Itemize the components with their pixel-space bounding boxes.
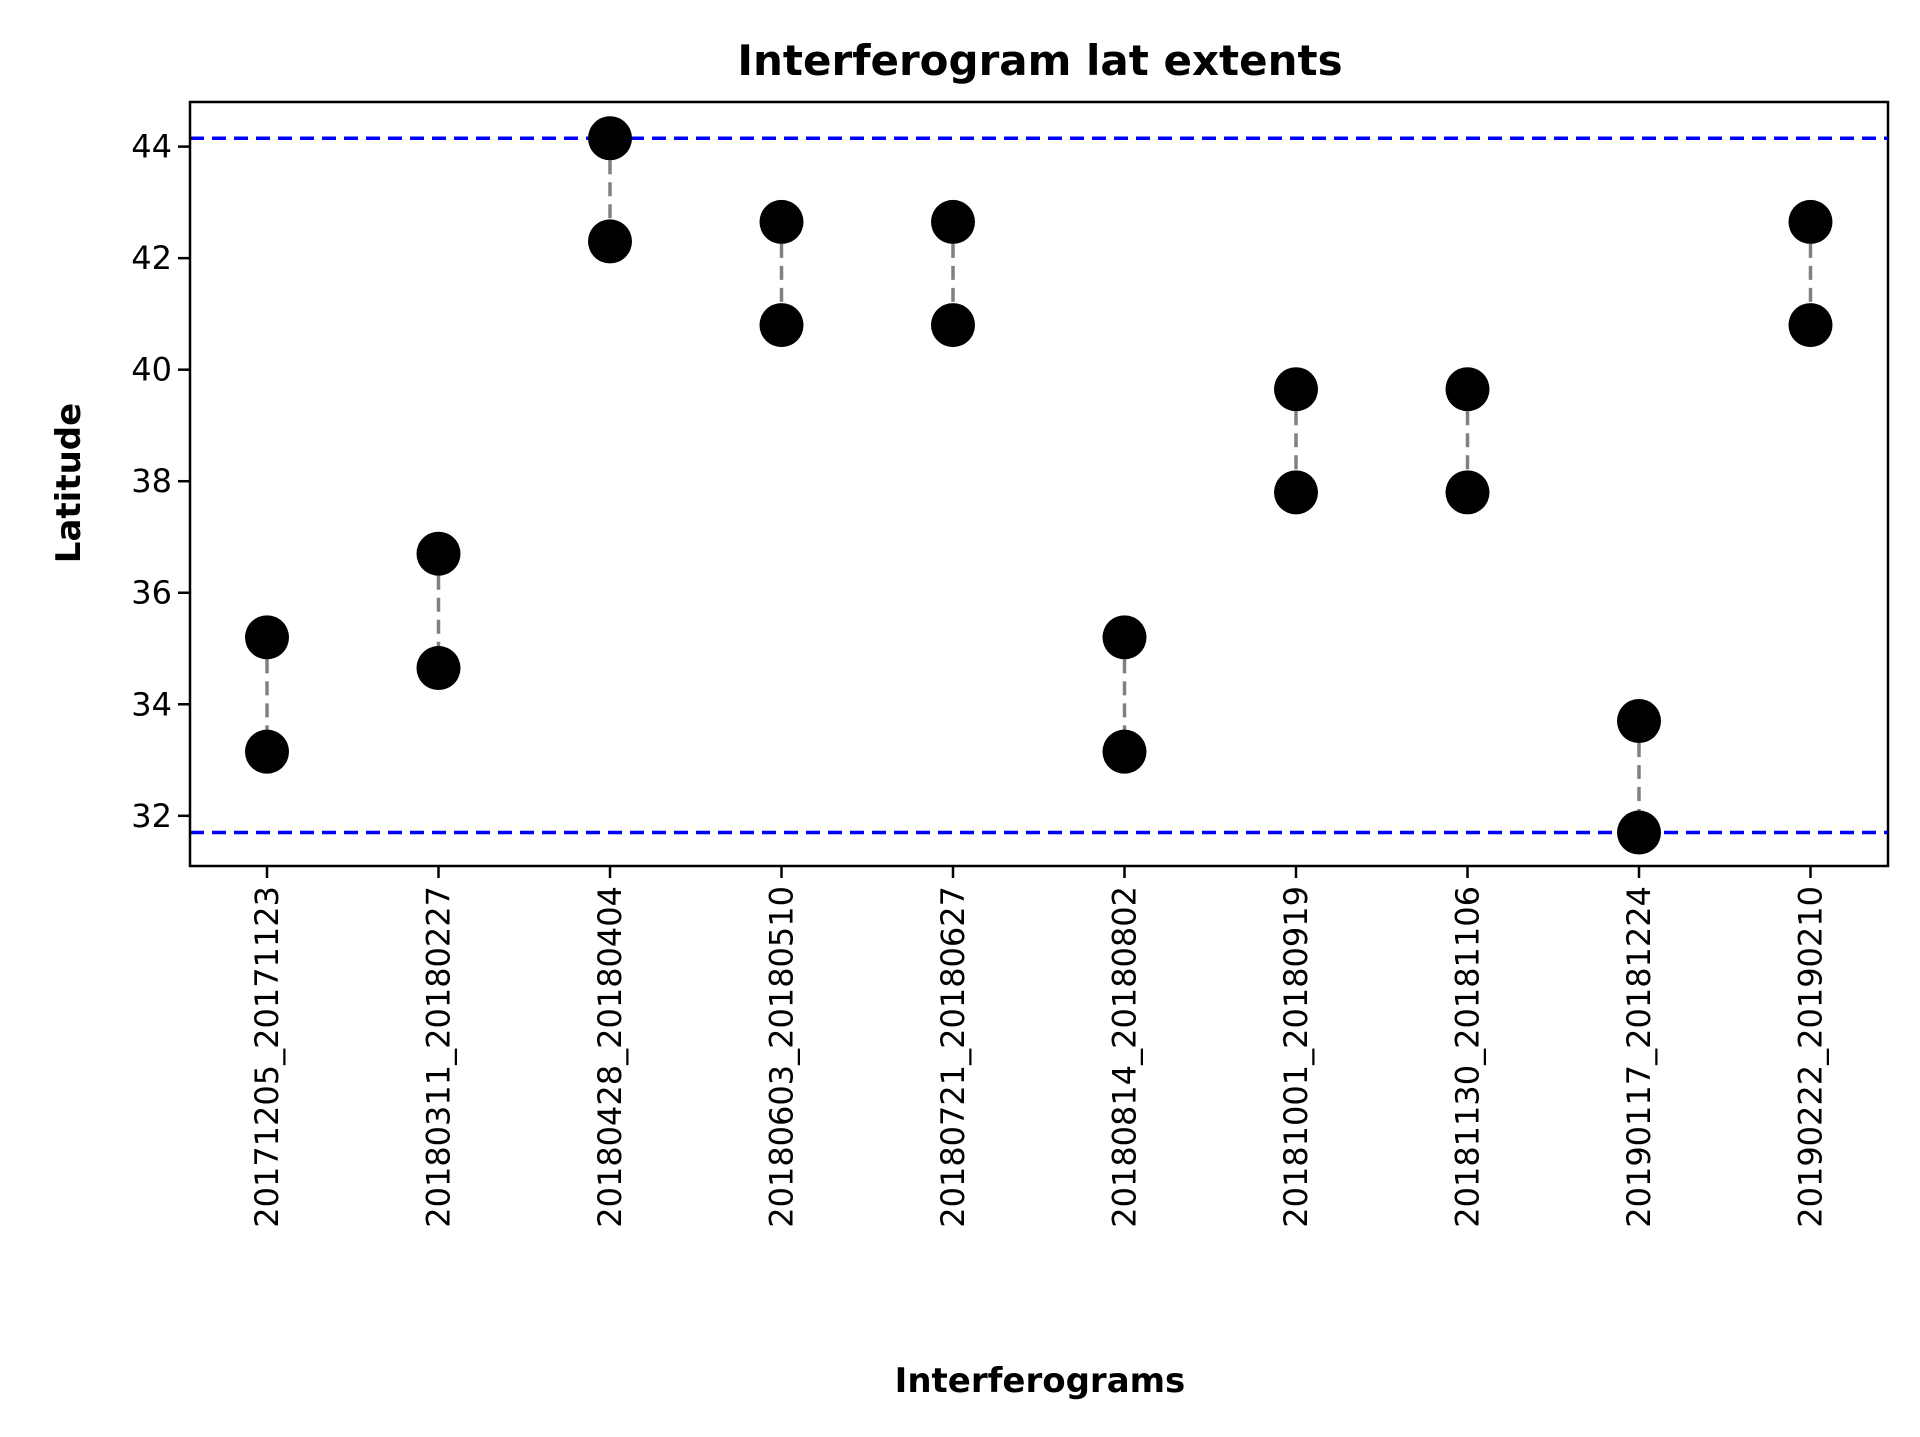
point-north [931, 199, 975, 244]
x-tick-label: 20180311_20180227 [420, 886, 458, 1228]
x-tick-label: 20180603_20180510 [763, 886, 801, 1228]
point-south [588, 219, 632, 264]
point-south [416, 646, 461, 691]
point-north [1788, 199, 1833, 244]
point-north [1617, 699, 1661, 744]
x-tick-label: 20181130_20181106 [1449, 886, 1487, 1228]
x-tick-label: 20190117_20181224 [1620, 886, 1658, 1228]
y-tick-label: 38 [131, 462, 172, 500]
x-tick-label: 20181001_20180919 [1277, 886, 1315, 1228]
plot-marks [190, 116, 1888, 855]
point-south [1274, 470, 1318, 515]
point-south [1617, 810, 1661, 855]
axes: 32 34 36 38 40 42 44 20171205_20171123 20180311_… [131, 128, 1829, 1228]
point-north [1445, 367, 1490, 412]
point-south [931, 303, 975, 348]
chart-title: Interferogram lat extents [737, 36, 1342, 85]
point-north [588, 116, 632, 161]
point-north [1274, 367, 1318, 412]
x-tick-label: 20180721_20180627 [934, 886, 972, 1228]
point-north [245, 615, 289, 660]
x-tick-label: 20180428_20180404 [591, 886, 629, 1228]
y-tick-label: 36 [131, 574, 172, 612]
y-axis-label: Latitude [49, 403, 89, 563]
y-tick-label: 42 [131, 239, 172, 277]
y-tick-label: 40 [131, 351, 172, 389]
plot-frame [188, 100, 1890, 868]
y-tick-label: 34 [131, 685, 172, 723]
x-tick-label: 20171205_20171123 [248, 886, 286, 1228]
point-north [759, 199, 804, 244]
point-south [1445, 470, 1490, 515]
x-axis-label: Interferograms [895, 1361, 1186, 1401]
point-north [416, 531, 461, 576]
y-tick-label: 44 [131, 128, 172, 166]
x-tick-label: 20180814_20180802 [1106, 886, 1144, 1228]
point-south [1788, 303, 1833, 348]
point-south [1102, 729, 1147, 774]
point-south [759, 303, 804, 348]
point-south [245, 729, 289, 774]
x-tick-label: 20190222_20190210 [1792, 886, 1830, 1228]
point-north [1102, 615, 1147, 660]
y-tick-label: 32 [131, 797, 172, 835]
